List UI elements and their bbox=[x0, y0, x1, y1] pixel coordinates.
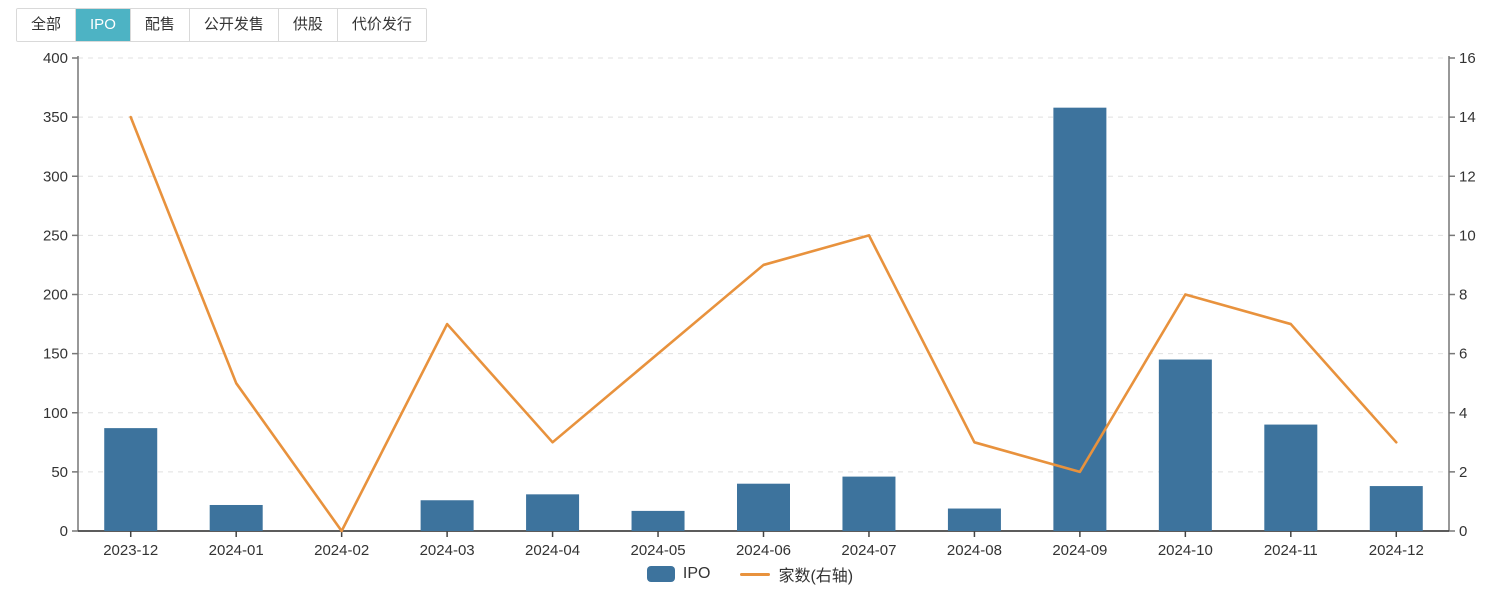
right-axis-tick-label: 12 bbox=[1459, 168, 1476, 185]
x-axis-label: 2024-03 bbox=[420, 542, 475, 559]
x-axis-label: 2024-02 bbox=[314, 542, 369, 559]
filter-tab-2[interactable]: 配售 bbox=[130, 9, 190, 41]
bar-2023-12[interactable] bbox=[104, 428, 158, 531]
right-axis-tick-label: 14 bbox=[1459, 109, 1476, 126]
right-axis-tick-label: 4 bbox=[1459, 405, 1467, 422]
legend-label: 家数(右轴) bbox=[778, 568, 854, 585]
x-axis-label: 2024-07 bbox=[841, 542, 896, 559]
left-axis-tick-label: 400 bbox=[43, 50, 68, 67]
dual-axis-chart: 0 50 100 150 200 250 300 350 400 0 2 4 6 8 10 12 14 16 202… bbox=[43, 50, 1476, 559]
left-axis-tick-label: 250 bbox=[43, 227, 68, 244]
legend-item-count[interactable]: 家数(右轴) bbox=[740, 562, 853, 586]
right-axis-tick-label: 0 bbox=[1459, 523, 1467, 540]
x-axis-label: 2024-06 bbox=[736, 542, 791, 559]
x-axis-label: 2024-04 bbox=[525, 542, 580, 559]
bar-2024-08[interactable] bbox=[947, 508, 1001, 531]
x-axis-label: 2024-05 bbox=[631, 542, 686, 559]
filter-tab-1[interactable]: IPO bbox=[76, 9, 131, 41]
bar-2024-12[interactable] bbox=[1369, 486, 1423, 531]
filter-tab-4[interactable]: 供股 bbox=[278, 9, 338, 41]
left-axis-tick-label: 0 bbox=[60, 523, 68, 540]
left-axis-tick-label: 350 bbox=[43, 109, 68, 126]
x-axis-label: 2024-10 bbox=[1158, 542, 1213, 559]
bar-2024-07[interactable] bbox=[842, 476, 896, 531]
bar-2024-10[interactable] bbox=[1158, 359, 1212, 531]
left-axis-tick-label: 300 bbox=[43, 168, 68, 185]
left-axis-tick-label: 50 bbox=[51, 464, 68, 481]
right-axis-tick-label: 8 bbox=[1459, 287, 1467, 304]
filter-tab-bar: 全部 IPO 配售 公开发售 供股 代价发行 bbox=[16, 8, 427, 42]
bar-2024-11[interactable] bbox=[1264, 424, 1318, 531]
x-axis-label: 2024-08 bbox=[947, 542, 1002, 559]
right-axis-tick-label: 10 bbox=[1459, 227, 1476, 244]
x-axis-label: 2024-12 bbox=[1369, 542, 1424, 559]
left-axis-tick-label: 200 bbox=[43, 287, 68, 304]
bar-2024-06[interactable] bbox=[737, 483, 790, 531]
legend-item-ipo[interactable]: IPO bbox=[646, 565, 711, 583]
bar-swatch-icon bbox=[646, 566, 675, 582]
bar-2024-01[interactable] bbox=[209, 504, 263, 531]
filter-tab-0[interactable]: 全部 bbox=[17, 9, 77, 41]
right-axis-tick-label: 6 bbox=[1459, 346, 1467, 363]
right-axis-tick-label: 16 bbox=[1459, 50, 1476, 67]
left-axis-tick-label: 150 bbox=[43, 346, 68, 363]
bar-2024-03[interactable] bbox=[420, 500, 474, 531]
bar-2024-04[interactable] bbox=[526, 494, 580, 531]
bar-2024-09[interactable] bbox=[1053, 107, 1107, 531]
x-axis-label: 2024-11 bbox=[1264, 542, 1318, 559]
x-axis-label: 2023-12 bbox=[103, 542, 158, 559]
bar-2024-05[interactable] bbox=[631, 510, 685, 531]
line-swatch-icon bbox=[740, 572, 771, 576]
x-axis-label: 2024-09 bbox=[1052, 542, 1107, 559]
x-axis-label: 2024-01 bbox=[209, 542, 264, 559]
chart-legend: IPO 家数(右轴) bbox=[0, 562, 1500, 586]
right-axis-tick-label: 2 bbox=[1459, 464, 1467, 481]
line-series bbox=[129, 115, 1398, 533]
left-axis-tick-label: 100 bbox=[43, 405, 68, 422]
filter-tab-3[interactable]: 公开发售 bbox=[189, 9, 279, 41]
legend-label: IPO bbox=[682, 565, 711, 582]
filter-tab-5[interactable]: 代价发行 bbox=[337, 9, 426, 41]
